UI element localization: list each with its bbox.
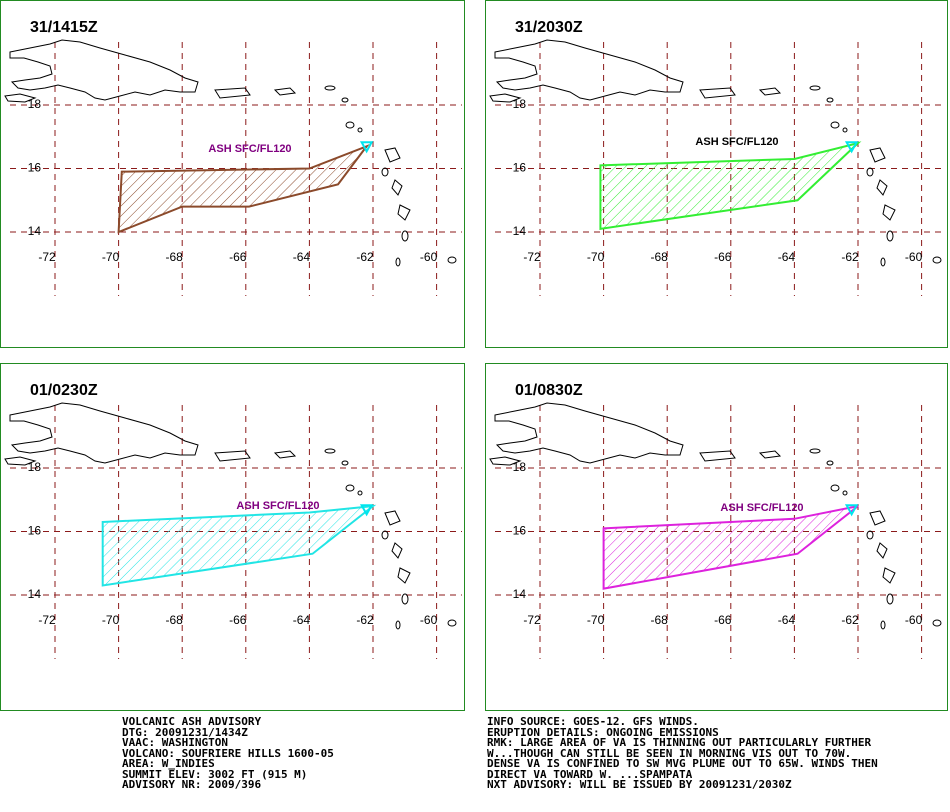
lon-label: -72 <box>38 613 56 627</box>
panel-title: 01/0830Z <box>515 382 583 399</box>
lon-label: -68 <box>166 613 184 627</box>
lat-label: 16 <box>28 524 42 538</box>
lon-label: -68 <box>651 250 669 264</box>
lon-label: -66 <box>714 250 732 264</box>
panel-border <box>0 0 465 348</box>
lon-label: -64 <box>293 613 311 627</box>
lon-label: -68 <box>651 613 669 627</box>
lon-label: -70 <box>102 250 120 264</box>
ash-area <box>599 141 862 230</box>
ash-label: ASH SFC/FL120 <box>695 136 778 148</box>
advisory-line: VAAC: WASHINGTON <box>122 736 228 749</box>
panel-title: 31/1415Z <box>30 19 98 36</box>
maps: -72 -70 -68 -66 -64 -62 -60 18 16 14 31/1415Z ASH S… <box>0 0 948 711</box>
lon-label: -72 <box>523 250 541 264</box>
advisory-line: AREA: W_INDIES <box>122 757 215 770</box>
lon-label: -62 <box>356 250 374 264</box>
lon-label: -60 <box>905 613 923 627</box>
lon-label: -66 <box>229 613 247 627</box>
lat-label: 18 <box>513 460 527 474</box>
ash-area <box>602 505 859 590</box>
panel-title: 31/2030Z <box>515 19 583 36</box>
lat-label: 14 <box>513 224 527 238</box>
lat-label: 18 <box>513 97 527 111</box>
lon-label: -70 <box>587 613 605 627</box>
lon-label: -64 <box>778 613 796 627</box>
advisory-line: RMK: LARGE AREA OF VA IS THINNING OUT PA… <box>487 736 872 749</box>
panel: -72 -70 -68 -66 -64 -62 -60 18 16 14 31/2030Z <box>485 0 948 348</box>
panel-border <box>0 363 465 711</box>
volcano <box>359 504 374 517</box>
lon-label: -62 <box>841 250 859 264</box>
advisory-line: DTG: 20091231/1434Z <box>122 725 248 739</box>
volcano <box>844 141 859 154</box>
lon-label: -72 <box>38 250 56 264</box>
lat-label: 18 <box>28 460 42 474</box>
advisory-right: INFO SOURCE: GOES-12. GFS WINDS. ERUPTION… <box>487 715 878 791</box>
ash-area <box>117 144 370 234</box>
lon-label: -66 <box>714 613 732 627</box>
lat-label: 16 <box>513 524 527 538</box>
panel: -72 -70 -68 -66 -64 -62 -60 18 16 14 31/1415Z <box>0 0 465 348</box>
lon-label: -64 <box>293 250 311 264</box>
advisory-line: VOLCANO: SOUFRIERE HILLS 1600-05 <box>122 746 334 760</box>
lat-label: 16 <box>513 161 527 175</box>
lat-label: 14 <box>28 224 42 238</box>
advisory-line: SUMMIT ELEV: 3002 FT (915 M) <box>122 767 308 781</box>
lon-label: -64 <box>778 250 796 264</box>
lon-label: -62 <box>841 613 859 627</box>
panel: -72 -70 -68 -66 -64 -62 -60 18 16 14 01/0230Z <box>0 363 465 711</box>
advisory-line: ERUPTION DETAILS: ONGOING EMISSIONS <box>487 725 719 739</box>
lat-label: 14 <box>513 587 527 601</box>
ash-label: ASH SFC/FL120 <box>720 502 803 514</box>
advisory-line: W...THOUGH CAN STILL BE SEEN IN MORNING … <box>487 746 852 760</box>
volcano <box>359 141 374 154</box>
lon-label: -66 <box>229 250 247 264</box>
ash-label: ASH SFC/FL120 <box>236 500 319 512</box>
volcano <box>844 504 859 517</box>
panel: -72 -70 -68 -66 -64 -62 -60 18 16 14 01/0830Z <box>485 363 948 711</box>
panel-title: 01/0230Z <box>30 382 98 399</box>
ash-label: ASH SFC/FL120 <box>208 143 291 155</box>
advisory-line: INFO SOURCE: GOES-12. GFS WINDS. <box>487 715 699 728</box>
lon-label: -60 <box>905 250 923 264</box>
panel-border <box>485 0 948 348</box>
panel-border <box>485 363 948 711</box>
lon-label: -60 <box>420 613 438 627</box>
advisory-line: DENSE VA IS CONFINED TO SW MVG PLUME OUT… <box>487 757 878 770</box>
ash-area <box>101 504 377 587</box>
lon-label: -68 <box>166 250 184 264</box>
lon-label: -60 <box>420 250 438 264</box>
advisory-line: DIRECT VA TOWARD W. ...SPAMPATA <box>487 767 693 781</box>
advisory-line: ADVISORY NR: 2009/396 <box>122 778 262 791</box>
lat-label: 18 <box>28 97 42 111</box>
lat-label: 14 <box>28 587 42 601</box>
lon-label: -70 <box>587 250 605 264</box>
advisory-line: NXT ADVISORY: WILL BE ISSUED BY 20091231… <box>487 778 792 791</box>
lat-label: 16 <box>28 161 42 175</box>
lon-label: -62 <box>356 613 374 627</box>
advisory-line: VOLCANIC ASH ADVISORY <box>122 715 262 728</box>
advisory-left: VOLCANIC ASH ADVISORY DTG: 20091231/1434Z… <box>122 715 334 791</box>
lon-label: -70 <box>102 613 120 627</box>
lon-label: -72 <box>523 613 541 627</box>
